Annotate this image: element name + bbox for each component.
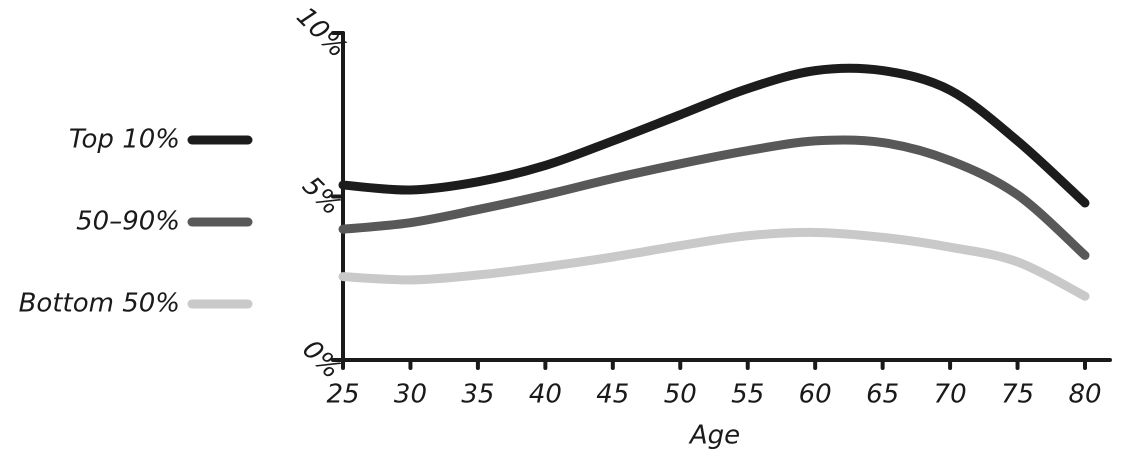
x-axis-label: Age — [688, 421, 740, 451]
legend-label: Top 10% — [69, 125, 180, 155]
x-tick-label: 70 — [934, 380, 967, 410]
legend-label: Bottom 50% — [19, 289, 180, 319]
series-line — [338, 135, 1090, 260]
x-tick-label: 80 — [1068, 380, 1101, 410]
x-tick-label: 25 — [326, 380, 359, 410]
series-line — [338, 227, 1090, 301]
series-line — [338, 63, 1090, 208]
x-tick-label: 30 — [394, 380, 427, 410]
x-tick-label: 50 — [664, 380, 697, 410]
y-tick-label: 5% — [296, 171, 346, 221]
x-tick-label: 45 — [596, 380, 629, 410]
x-tick-label: 55 — [731, 380, 764, 410]
x-tick-label: 40 — [529, 380, 562, 410]
x-tick-label: 75 — [1001, 380, 1034, 410]
y-tick-label: 0% — [296, 334, 346, 384]
legend-label: 50–90% — [76, 207, 180, 237]
x-tick-label: 60 — [799, 380, 832, 410]
x-tick-label: 35 — [461, 380, 494, 410]
x-tick-label: 65 — [866, 380, 899, 410]
